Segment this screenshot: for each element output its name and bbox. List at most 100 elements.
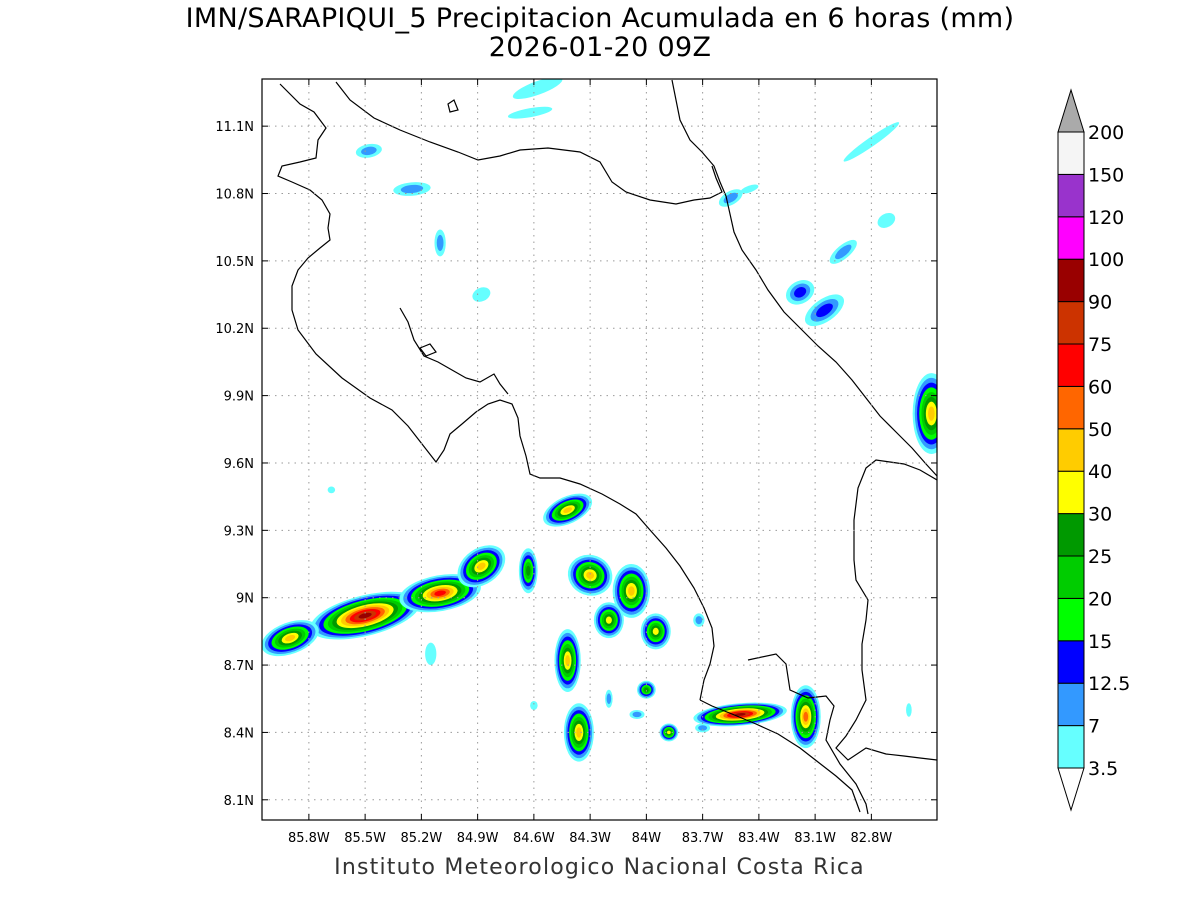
colorbar-label: 120 (1088, 207, 1124, 229)
colorbar-bottom-arrow (1057, 767, 1085, 812)
rain-cell (693, 613, 705, 627)
rain-contour (877, 212, 896, 228)
y-tick-label: 8.4N (224, 726, 254, 741)
rain-contour (667, 730, 671, 735)
x-tick-label: 84.9W (457, 831, 499, 846)
rain-contour (434, 590, 446, 596)
rain-contour (906, 703, 912, 717)
colorbar-segment (1057, 343, 1085, 387)
rain-contour (695, 616, 703, 625)
credit-text: Instituto Meteorologico Nacional Costa R… (334, 855, 865, 880)
rain-cell (434, 229, 446, 257)
rain-contour (512, 79, 563, 99)
colorbar-label: 3.5 (1088, 758, 1118, 780)
rain-cell (355, 143, 382, 158)
colorbar-segment (1057, 470, 1085, 515)
rain-cell (629, 709, 645, 719)
golfito-coast (747, 653, 869, 815)
colorbar-label: 60 (1088, 376, 1112, 398)
rain-cell (804, 294, 845, 327)
lake-island (447, 99, 459, 113)
rain-cell (637, 680, 656, 699)
rain-cell (829, 239, 857, 264)
rain-contour (698, 725, 708, 731)
rain-cell (567, 554, 613, 596)
rain-cell (563, 703, 594, 762)
rain-contour (734, 713, 746, 716)
lat-lon-grid (262, 79, 937, 820)
x-tick-label: 84.3W (569, 831, 611, 846)
colorbar-segment (1057, 216, 1085, 260)
rain-contour (803, 711, 809, 722)
rain-cell (695, 723, 711, 733)
rain-contour (632, 711, 642, 718)
colorbar-segment (1057, 385, 1085, 430)
gulf-island (419, 343, 437, 357)
colorbar-top-arrow (1057, 88, 1085, 133)
rain-contour (425, 642, 437, 666)
rain-contour (565, 655, 570, 667)
colorbar-segment (1057, 428, 1085, 472)
rain-contour (644, 687, 649, 692)
colorbar-segment (1057, 131, 1085, 175)
colorbar-label: 12.5 (1088, 673, 1130, 695)
rain-cell (425, 642, 437, 666)
y-tick-label: 8.1N (224, 794, 254, 809)
rain-contour (816, 303, 833, 318)
rain-contour (563, 507, 572, 514)
title-line-1: IMN/SARAPIQUI_5 Precipitacion Acumulada … (185, 3, 1015, 34)
rain-contour (358, 612, 372, 619)
colorbar-label: 150 (1088, 164, 1124, 186)
colorbar-segment (1057, 301, 1085, 345)
rain-cell (543, 493, 593, 527)
rain-cell (790, 685, 821, 749)
rain-contour (928, 406, 935, 421)
colorbar-segment (1057, 513, 1085, 557)
coastline (277, 79, 937, 815)
rain-cell (393, 182, 431, 196)
rain-contour (361, 146, 377, 156)
rain-contour (436, 234, 444, 252)
pacific-coast (277, 83, 715, 701)
longitude-axis: 85.8W 85.5W 85.2W 84.9W 84.6W 84.3W 84W 83.7W 83… (288, 79, 892, 846)
rain-cell (640, 613, 671, 650)
colorbar-segment (1057, 173, 1085, 218)
x-tick-label: 85.2W (400, 831, 442, 846)
rain-cell (740, 184, 759, 194)
rain-cell (310, 591, 420, 640)
rain-cell (785, 280, 815, 305)
nicaragua-border (335, 81, 723, 205)
rain-contour (526, 565, 531, 576)
y-tick-label: 10.2N (215, 322, 254, 337)
rain-cell (877, 212, 896, 228)
y-tick-label: 9.9N (224, 390, 254, 405)
rain-cell (612, 564, 651, 618)
colorbar-label: 20 (1088, 588, 1112, 610)
x-tick-label: 83.1W (794, 831, 836, 846)
title-line-2: 2026-01-20 09Z (488, 32, 712, 63)
colorbar-label: 25 (1088, 546, 1112, 568)
colorbar-label: 100 (1088, 249, 1124, 271)
rain-cell (530, 700, 538, 710)
y-tick-label: 9N (236, 592, 254, 607)
colorbar-label: 90 (1088, 292, 1112, 314)
rain-cell (507, 106, 553, 119)
rain-cell (605, 689, 613, 708)
rain-cell (262, 620, 319, 657)
x-tick-label: 83.7W (682, 831, 724, 846)
rain-cell (457, 545, 506, 588)
x-tick-label: 82.8W (850, 831, 892, 846)
colorbar-label: 7 (1088, 716, 1100, 738)
rain-contour (652, 627, 659, 635)
y-tick-label: 11.1N (215, 120, 254, 135)
y-tick-label: 8.7N (224, 659, 254, 674)
colorbar-label: 50 (1088, 419, 1112, 441)
rain-field (262, 79, 937, 762)
rain-contour (606, 693, 612, 705)
rain-cell (512, 79, 563, 99)
rain-contour (285, 634, 296, 642)
x-tick-label: 83.4W (738, 831, 780, 846)
colorbar-segment (1057, 640, 1085, 684)
rain-contour (843, 122, 900, 162)
